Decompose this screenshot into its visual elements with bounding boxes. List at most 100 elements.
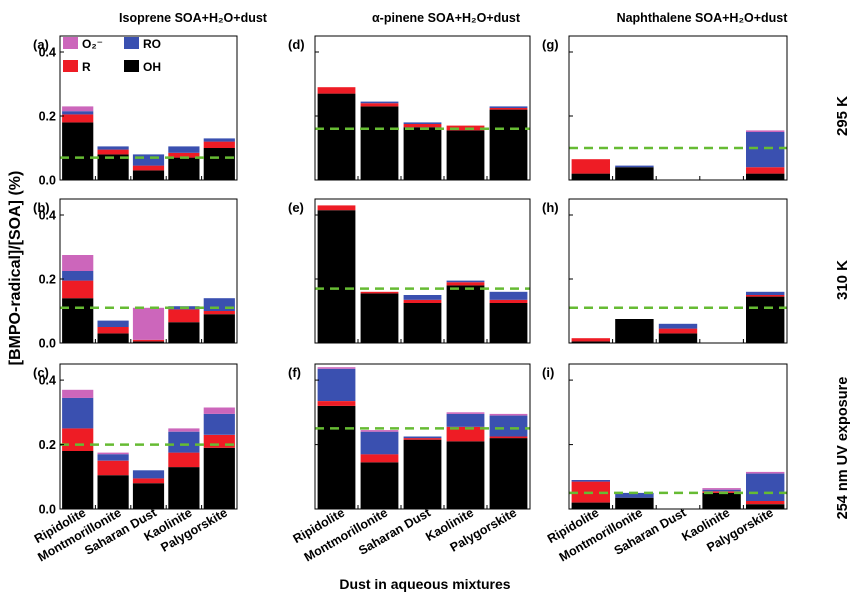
bar-h-palygorskite-r xyxy=(746,295,785,297)
bar-a-ripidolite-o2 xyxy=(62,106,94,112)
column-title-alpha-pinene: α-pinene SOA+H₂O+dust xyxy=(372,11,521,25)
bar-d-palygorskite-ro xyxy=(489,106,528,108)
y-tick-label-b: 0.0 xyxy=(39,337,56,351)
bar-g-ripidolite-oh xyxy=(571,173,610,180)
frame-d xyxy=(314,35,531,181)
bar-c-ripidolite-o2 xyxy=(62,389,94,398)
panel-label-i: (i) xyxy=(542,365,554,380)
bar-i-kaolinite-ro xyxy=(702,489,741,492)
y-tick-label-c: 0.2 xyxy=(39,438,56,452)
panel-label-b: (b) xyxy=(33,200,50,215)
y-axis-label: [BMPO-radical]/[SOA] (%) xyxy=(7,171,24,366)
bar-b-saharan-dust-r xyxy=(132,339,165,342)
bar-f-montmorillonite-oh xyxy=(360,462,399,509)
bar-i-montmorillonite-oh xyxy=(615,497,654,509)
bar-a-montmorillonite-ro xyxy=(97,146,129,150)
bar-d-montmorillonite-r xyxy=(360,103,399,107)
bar-b-ripidolite-ro xyxy=(62,271,94,281)
bar-d-saharan-dust-ro xyxy=(403,122,442,124)
frame-h xyxy=(568,198,788,344)
bar-c-kaolinite-oh xyxy=(168,467,200,509)
bar-e-saharan-dust-r xyxy=(403,299,442,303)
bar-c-kaolinite-o2 xyxy=(168,428,200,432)
row-label-295k: 295 K xyxy=(834,96,851,136)
bar-h-palygorskite-ro xyxy=(746,291,785,295)
panel-label-d: (d) xyxy=(288,37,305,52)
y-tick-label-a: 0.4 xyxy=(39,46,56,60)
frame-c xyxy=(59,363,238,510)
bar-b-montmorillonite-r xyxy=(97,327,129,334)
bar-i-palygorskite-oh xyxy=(746,504,785,509)
legend-label-o2: O₂⁻ xyxy=(82,37,103,51)
bar-a-saharan-dust-oh xyxy=(132,170,165,180)
bar-f-saharan-dust-oh xyxy=(403,439,442,509)
bar-f-kaolinite-o2 xyxy=(446,412,485,414)
bar-c-montmorillonite-ro xyxy=(97,454,129,461)
bar-b-ripidolite-r xyxy=(62,280,94,299)
bar-f-ripidolite-oh xyxy=(317,405,356,509)
legend-swatch-ro xyxy=(124,37,139,49)
bar-f-palygorskite-o2 xyxy=(489,413,528,416)
bar-e-palygorskite-r xyxy=(489,299,528,303)
bar-d-ripidolite-r xyxy=(317,87,356,94)
row-label-310k: 310 K xyxy=(834,260,851,300)
y-tick-label-a: 0.0 xyxy=(39,174,56,188)
panel-label-c: (c) xyxy=(33,365,49,380)
bar-g-palygorskite-oh xyxy=(746,173,785,180)
bar-g-palygorskite-r xyxy=(746,167,785,174)
bar-i-palygorskite-r xyxy=(746,500,785,505)
bar-a-kaolinite-r xyxy=(168,152,200,158)
bar-f-ripidolite-ro xyxy=(317,368,356,401)
bar-f-montmorillonite-o2 xyxy=(360,430,399,432)
bar-b-palygorskite-oh xyxy=(203,314,235,343)
panel-label-f: (f) xyxy=(288,365,301,380)
panel-label-h: (h) xyxy=(542,200,559,215)
y-tick-label-a: 0.2 xyxy=(39,110,56,124)
bar-d-saharan-dust-r xyxy=(403,124,442,128)
bar-a-ripidolite-ro xyxy=(62,111,94,115)
bar-f-montmorillonite-ro xyxy=(360,431,399,455)
bar-i-kaolinite-o2 xyxy=(702,488,741,490)
bar-f-saharan-dust-ro xyxy=(403,436,442,439)
y-tick-label-b: 0.2 xyxy=(39,273,56,287)
bar-f-palygorskite-oh xyxy=(489,438,528,509)
bar-h-montmorillonite-oh xyxy=(615,319,654,343)
bar-f-ripidolite-o2 xyxy=(317,367,356,369)
bar-c-saharan-dust-r xyxy=(132,478,165,484)
bar-f-saharan-dust-r xyxy=(403,438,442,440)
bar-f-kaolinite-oh xyxy=(446,441,485,509)
column-title-isoprene: Isoprene SOA+H₂O+dust xyxy=(119,11,268,25)
bar-h-palygorskite-oh xyxy=(746,296,785,343)
panel-h: (h) xyxy=(542,198,788,344)
bar-i-palygorskite-o2 xyxy=(746,471,785,474)
bar-b-saharan-dust-oh xyxy=(132,341,165,343)
bar-e-montmorillonite-r xyxy=(360,291,399,294)
frame-a xyxy=(59,35,238,181)
bar-c-saharan-dust-oh xyxy=(132,483,165,509)
panels: (a)0.00.20.4(d) (g)(b)0.00.20.4(e) (h)(c)0… xyxy=(32,35,788,564)
panel-label-e: (e) xyxy=(288,200,304,215)
bar-c-montmorillonite-oh xyxy=(97,475,129,509)
bar-f-ripidolite-r xyxy=(317,401,356,406)
bar-c-montmorillonite-r xyxy=(97,460,129,476)
bar-e-palygorskite-oh xyxy=(489,303,528,343)
panel-c: (c)0.00.20.4RipidoliteMontmorilloniteSah… xyxy=(32,363,238,564)
bar-a-kaolinite-ro xyxy=(168,146,200,153)
panel-b: (b) 0.0 0.2 0.4 xyxy=(33,198,238,351)
panel-e: (e) xyxy=(288,198,531,344)
bar-g-palygorskite-o2 xyxy=(746,130,785,132)
bar-a-ripidolite-r xyxy=(62,114,94,123)
legend-swatch-o2 xyxy=(63,37,78,49)
bar-b-kaolinite-oh xyxy=(168,322,200,343)
bar-c-saharan-dust-ro xyxy=(132,470,165,479)
bar-c-montmorillonite-o2 xyxy=(97,452,129,455)
bar-d-palygorskite-oh xyxy=(489,109,528,180)
bar-b-palygorskite-ro xyxy=(203,298,235,311)
bar-e-kaolinite-oh xyxy=(446,285,485,343)
bar-a-saharan-dust-r xyxy=(132,165,165,171)
frame-g xyxy=(568,35,788,181)
bar-i-kaolinite-oh xyxy=(702,492,741,509)
bar-i-montmorillonite-ro xyxy=(615,492,654,498)
bar-b-saharan-dust-o2 xyxy=(132,307,165,340)
